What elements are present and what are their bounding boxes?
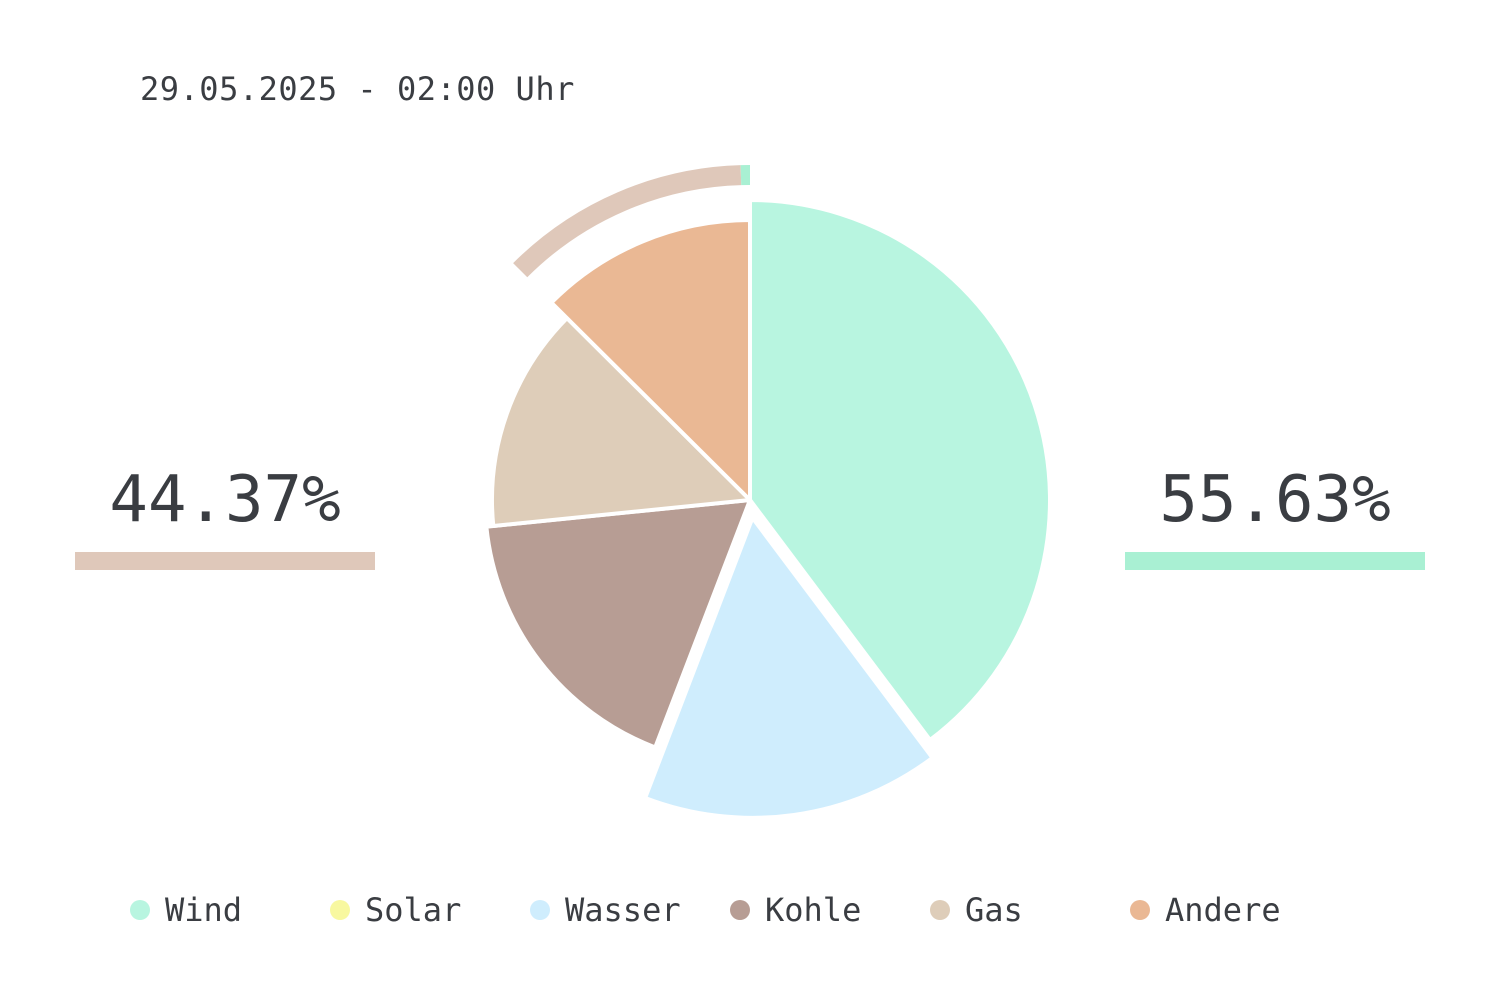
legend-swatch-icon	[730, 900, 750, 920]
legend-label: Kohle	[765, 891, 862, 929]
pie-slice-wind[interactable]	[748, 198, 1052, 743]
pie-slice-wasser[interactable]	[643, 515, 935, 820]
share-ring-non-renewable	[513, 165, 742, 278]
legend-item-kohle[interactable]: Kohle	[730, 890, 861, 930]
legend-item-wind[interactable]: Wind	[130, 890, 242, 930]
legend-swatch-icon	[530, 900, 550, 920]
legend-label: Wind	[165, 891, 243, 929]
legend-swatch-icon	[930, 900, 950, 920]
legend-label: Gas	[965, 891, 1023, 929]
renewable-share: 55.63%	[1125, 462, 1425, 570]
legend-item-solar[interactable]: Solar	[330, 890, 461, 930]
renewable-share-value: 55.63%	[1159, 463, 1391, 537]
legend-label: Solar	[365, 891, 462, 929]
legend-label: Andere	[1165, 891, 1281, 929]
pie-slice-kohle[interactable]	[484, 498, 752, 750]
pie-slices	[484, 198, 1052, 820]
pie-slice-andere[interactable]	[549, 218, 752, 502]
legend-item-andere[interactable]: Andere	[1130, 890, 1281, 930]
legend-label: Wasser	[565, 891, 681, 929]
chart-timestamp: 29.05.2025 - 02:00 Uhr	[140, 70, 575, 108]
non-renewable-share: 44.37%	[75, 462, 375, 570]
legend-swatch-icon	[130, 900, 150, 920]
pie-slice-gas[interactable]	[490, 316, 752, 528]
share-ring	[513, 165, 751, 278]
legend-item-wasser[interactable]: Wasser	[530, 890, 681, 930]
renewable-share-bar	[1125, 552, 1425, 570]
non-renewable-share-bar	[75, 552, 375, 570]
legend-swatch-icon	[330, 900, 350, 920]
legend-swatch-icon	[1130, 900, 1150, 920]
legend-item-gas[interactable]: Gas	[930, 890, 1023, 930]
non-renewable-share-value: 44.37%	[109, 463, 341, 537]
